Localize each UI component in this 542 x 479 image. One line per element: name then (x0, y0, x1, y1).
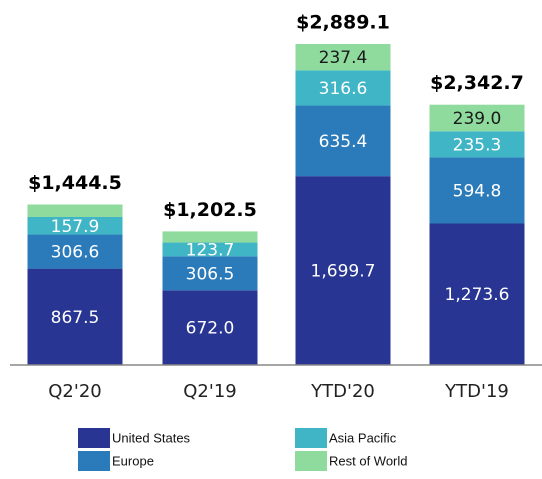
bar-segment (27, 204, 123, 218)
segment-label: 594.8 (453, 181, 502, 201)
legend-label: Europe (112, 453, 154, 468)
bar-segment (295, 105, 391, 177)
segment-label: 306.6 (51, 243, 100, 263)
segment-label: 157.9 (51, 217, 100, 237)
segment-label: 237.4 (319, 48, 368, 68)
bar-segment (162, 231, 258, 243)
segment-label: 1,273.6 (445, 285, 510, 305)
segment-label: 635.4 (319, 132, 368, 152)
total-label: $1,444.5 (28, 172, 122, 194)
segment-label: 235.3 (453, 135, 502, 155)
bar-segment (295, 176, 391, 365)
x-tick-label: Q2'19 (183, 381, 236, 402)
total-label: $1,202.5 (163, 199, 257, 221)
bar-segment (27, 268, 123, 365)
bar-segment (429, 104, 525, 132)
segment-label: 306.5 (186, 264, 235, 284)
segment-label: 123.7 (186, 240, 235, 260)
bar-segment (429, 131, 525, 158)
bar-segment (162, 242, 258, 257)
legend-swatch (295, 428, 327, 448)
bar-segment (295, 70, 391, 106)
x-tick-label: Q2'20 (48, 381, 101, 402)
x-tick-label: YTD'19 (444, 381, 509, 402)
segment-label: 1,699.7 (311, 262, 376, 282)
total-label: $2,889.1 (296, 12, 390, 34)
total-label: $2,342.7 (430, 72, 524, 94)
bar-segment (429, 157, 525, 224)
legend-label: Rest of World (329, 453, 408, 468)
segment-label: 316.6 (319, 79, 368, 99)
legend-label: Asia Pacific (329, 430, 397, 445)
bar-segment (27, 234, 123, 269)
bar-segment (295, 44, 391, 71)
legend-swatch (295, 451, 327, 471)
legend-swatch (78, 451, 110, 471)
bar-segment (162, 256, 258, 291)
bar-segment (429, 223, 525, 365)
legend-label: United States (112, 430, 191, 445)
legend-swatch (78, 428, 110, 448)
bar-segment (27, 217, 123, 235)
segment-label: 239.0 (453, 109, 502, 129)
segment-label: 672.0 (186, 319, 235, 339)
bar-segment (162, 290, 258, 365)
x-tick-label: YTD'20 (310, 381, 375, 402)
segment-label: 867.5 (51, 308, 100, 328)
